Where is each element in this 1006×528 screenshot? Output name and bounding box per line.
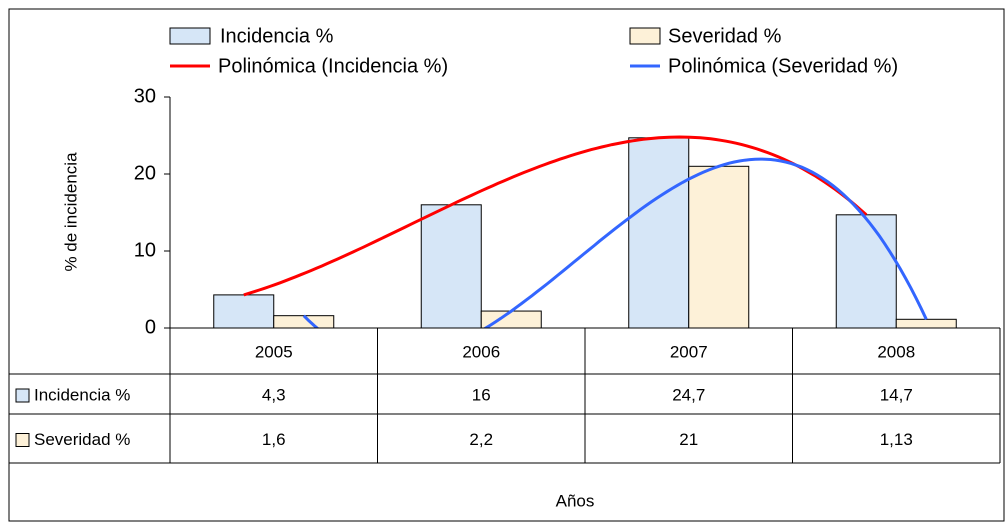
x-tick-label: 2006: [462, 342, 500, 361]
table-row-label: Incidencia %: [34, 385, 130, 404]
table-swatch: [15, 433, 30, 447]
y-axis-label: % de incidencia: [61, 152, 80, 272]
y-tick-label: 10: [134, 239, 156, 261]
table-cell: 1,13: [880, 430, 913, 449]
table-cell: 1,6: [262, 430, 286, 449]
table-cell: 14,7: [880, 385, 913, 404]
bar: [835, 214, 897, 329]
legend-label: Severidad %: [668, 25, 782, 47]
trend-group: [243, 135, 928, 328]
x-tick-label: 2007: [670, 342, 708, 361]
legend-swatch: [169, 27, 211, 45]
bar: [628, 137, 690, 329]
table-cell: 2,2: [469, 430, 493, 449]
y-tick-label: 20: [134, 162, 156, 184]
table-cell: 24,7: [672, 385, 705, 404]
bar: [688, 165, 750, 329]
table-swatch: [15, 388, 30, 403]
bar: [213, 294, 275, 329]
table-cell: 16: [472, 385, 491, 404]
x-axis-label: Años: [556, 491, 595, 510]
trend-line: [243, 135, 868, 297]
x-tick-label: 2005: [255, 342, 293, 361]
bar: [420, 204, 482, 329]
table-row-label: Severidad %: [34, 430, 130, 449]
y-tick-label: 30: [134, 85, 156, 107]
legend-swatch: [629, 27, 661, 45]
x-tick-label: 2008: [877, 342, 915, 361]
legend-label: Polinómica (Severidad %): [668, 55, 898, 77]
legend-label: Polinómica (Incidencia %): [218, 55, 448, 77]
trend-line: [302, 157, 928, 328]
legend-label: Incidencia %: [220, 25, 334, 47]
table-cell: 4,3: [262, 385, 286, 404]
table-cell: 21: [679, 430, 698, 449]
bar: [895, 318, 957, 329]
y-tick-label: 0: [145, 316, 156, 338]
